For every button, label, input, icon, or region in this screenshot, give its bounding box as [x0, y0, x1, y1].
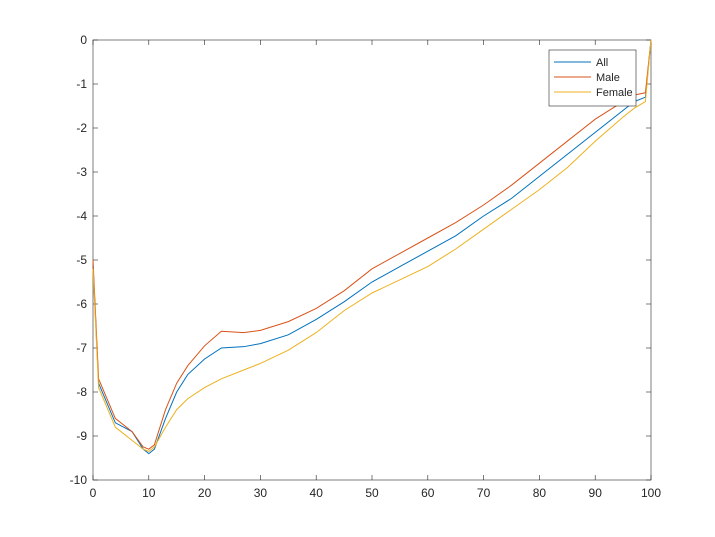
y-tick-label: -7	[76, 341, 87, 355]
x-tick-label: 30	[254, 486, 268, 500]
plot-area	[92, 39, 652, 481]
legend-label: Male	[596, 72, 620, 84]
y-tick-label: -6	[76, 297, 87, 311]
x-tick-label: 90	[589, 486, 603, 500]
x-tick-label: 0	[90, 486, 97, 500]
x-tick-label: 20	[198, 486, 212, 500]
legend-label: All	[596, 57, 608, 69]
y-tick-label: -9	[76, 429, 87, 443]
legend-label: Female	[596, 87, 633, 99]
y-tick-label: -4	[76, 209, 87, 223]
line	[92, 39, 652, 455]
x-tick-label: 70	[477, 486, 491, 500]
y-tick-label: -5	[76, 253, 87, 267]
x-tick-label: 10	[142, 486, 156, 500]
x-tick-label: 60	[421, 486, 435, 500]
x-tick-label: 100	[641, 486, 661, 500]
line	[92, 39, 652, 452]
x-tick-label: 50	[365, 486, 379, 500]
y-tick-label: -2	[76, 121, 87, 135]
legend-box	[548, 49, 637, 107]
x-tick-label: 40	[310, 486, 324, 500]
y-tick-label: -10	[70, 473, 88, 487]
x-tick-label: 80	[533, 486, 547, 500]
y-tick-label: -3	[76, 165, 87, 179]
y-tick-label: 0	[80, 33, 87, 47]
y-tick-label: -8	[76, 385, 87, 399]
line	[92, 39, 652, 450]
y-tick-label: -1	[76, 77, 87, 91]
